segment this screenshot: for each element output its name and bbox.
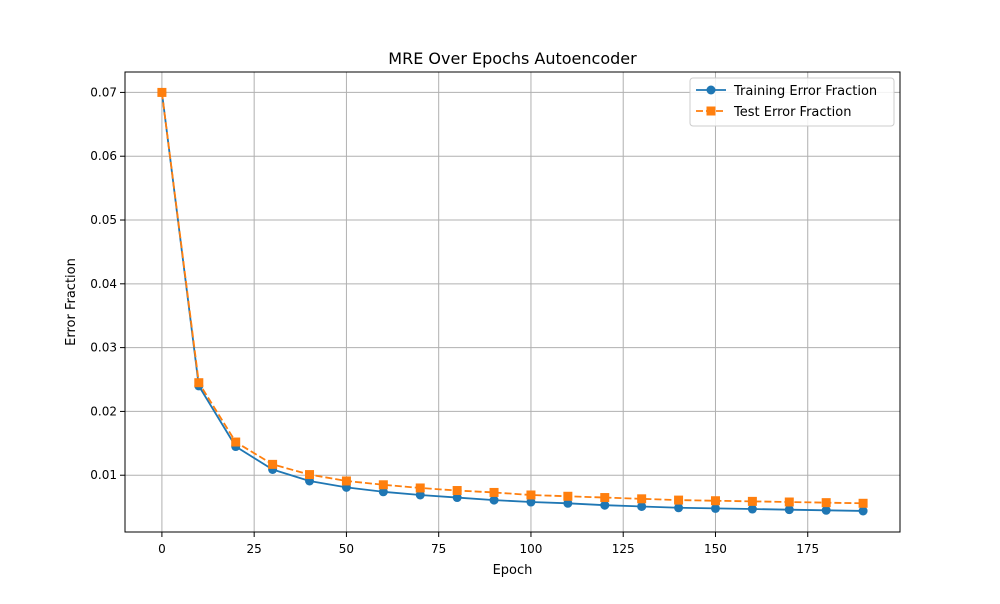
test-data-point bbox=[747, 496, 757, 506]
legend-training-marker bbox=[706, 85, 716, 95]
legend-test-label: Test Error Fraction bbox=[733, 105, 851, 120]
training-data-point bbox=[821, 505, 831, 515]
training-error-line bbox=[161, 92, 864, 512]
test-data-point bbox=[563, 491, 573, 501]
axis-ticks: 0 25 50 75 100 125 150 175 0.01 0.02 0.03 0.04 0.05 0… bbox=[90, 85, 819, 556]
legend: Training Error Fraction Test Error Fracti… bbox=[689, 77, 895, 127]
test-data-point bbox=[489, 487, 499, 497]
y-tick-label: 0.05 bbox=[90, 213, 117, 227]
training-data-point bbox=[452, 493, 462, 503]
x-tick-label: 75 bbox=[431, 542, 446, 556]
series-layer bbox=[157, 87, 868, 516]
y-tick-label: 0.06 bbox=[90, 149, 117, 163]
test-data-point bbox=[784, 497, 794, 507]
x-tick-label: 125 bbox=[612, 542, 635, 556]
chart-title: MRE Over Epochs Autoencoder bbox=[388, 49, 637, 68]
test-data-point bbox=[858, 498, 868, 508]
training-data-point bbox=[747, 504, 757, 514]
x-tick-label: 0 bbox=[158, 542, 166, 556]
training-data-point bbox=[378, 487, 388, 497]
y-tick-label: 0.07 bbox=[90, 85, 117, 99]
test-data-point bbox=[637, 494, 647, 504]
test-data-point bbox=[821, 498, 831, 508]
x-tick-label: 25 bbox=[247, 542, 262, 556]
training-data-point bbox=[858, 506, 868, 516]
y-tick-label: 0.04 bbox=[90, 277, 117, 291]
test-data-point bbox=[157, 87, 167, 97]
test-data-point bbox=[415, 483, 425, 493]
test-data-point bbox=[710, 496, 720, 506]
test-data-point bbox=[305, 470, 315, 480]
training-data-point bbox=[415, 490, 425, 500]
training-data-point bbox=[563, 498, 573, 508]
test-data-point bbox=[341, 476, 351, 486]
series-test-group bbox=[157, 87, 868, 508]
grid-lines bbox=[125, 72, 900, 532]
legend-training-label: Training Error Fraction bbox=[733, 84, 877, 99]
y-tick-label: 0.03 bbox=[90, 341, 117, 355]
test-error-line bbox=[161, 92, 864, 505]
y-tick-label: 0.01 bbox=[90, 468, 117, 482]
plot-frame bbox=[124, 71, 901, 533]
training-data-point bbox=[784, 505, 794, 515]
x-tick-label: 50 bbox=[339, 542, 354, 556]
test-data-point bbox=[674, 495, 684, 505]
test-data-point bbox=[194, 378, 204, 388]
training-data-point bbox=[526, 497, 536, 507]
test-data-point bbox=[231, 437, 241, 447]
training-data-point bbox=[674, 503, 684, 513]
test-data-point bbox=[526, 490, 536, 500]
test-data-point bbox=[452, 486, 462, 496]
training-data-point bbox=[489, 495, 499, 505]
training-data-point bbox=[637, 501, 647, 511]
y-axis-label: Error Fraction bbox=[64, 258, 79, 346]
x-tick-label: 150 bbox=[704, 542, 727, 556]
x-axis-label: Epoch bbox=[493, 563, 533, 578]
training-data-point bbox=[710, 503, 720, 513]
legend-box bbox=[689, 77, 895, 127]
test-data-point bbox=[268, 459, 278, 469]
test-data-point bbox=[600, 493, 610, 503]
training-data-point bbox=[600, 500, 610, 510]
x-tick-label: 175 bbox=[796, 542, 819, 556]
y-tick-label: 0.02 bbox=[90, 404, 117, 418]
legend-test-marker bbox=[706, 106, 716, 116]
test-data-point bbox=[378, 480, 388, 490]
x-tick-label: 100 bbox=[519, 542, 542, 556]
